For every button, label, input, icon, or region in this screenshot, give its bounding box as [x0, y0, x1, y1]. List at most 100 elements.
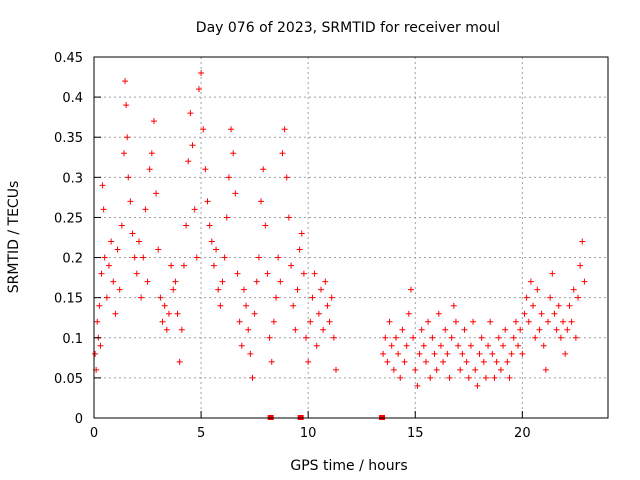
data-point: [579, 238, 586, 245]
data-point: [536, 326, 543, 333]
data-point: [416, 350, 423, 357]
y-tick-label: 0.2: [62, 252, 83, 267]
data-point: [221, 254, 228, 261]
data-point: [268, 358, 275, 365]
x-tick-label: 15: [407, 426, 424, 441]
data-point: [542, 366, 549, 373]
data-point: [564, 326, 571, 333]
x-tick-label: 5: [197, 426, 205, 441]
x-tick-label: 10: [300, 426, 317, 441]
data-point: [425, 318, 432, 325]
data-point: [313, 342, 320, 349]
data-point: [189, 142, 196, 149]
data-point: [553, 326, 560, 333]
x-tick-label: 0: [90, 426, 98, 441]
data-point: [208, 238, 215, 245]
data-point: [127, 198, 134, 205]
data-point: [150, 118, 157, 125]
data-point: [155, 246, 162, 253]
data-point: [200, 126, 207, 133]
data-point: [283, 174, 290, 181]
data-point: [560, 318, 567, 325]
plot-frame: [93, 56, 609, 419]
data-point: [474, 382, 481, 389]
data-point: [296, 246, 303, 253]
data-point: [497, 366, 504, 373]
data-point: [172, 278, 179, 285]
y-tick-label: 0.45: [54, 51, 83, 66]
data-point: [384, 358, 391, 365]
data-point: [328, 294, 335, 301]
data-point: [506, 374, 513, 381]
data-point: [392, 334, 399, 341]
data-point: [309, 294, 316, 301]
data-point: [534, 286, 541, 293]
data-point: [262, 222, 269, 229]
data-point: [318, 286, 325, 293]
data-point: [527, 278, 534, 285]
data-point: [500, 342, 507, 349]
data-point: [388, 342, 395, 349]
data-point: [305, 358, 312, 365]
data-point: [495, 334, 502, 341]
data-point: [217, 302, 224, 309]
data-point: [277, 278, 284, 285]
data-point: [206, 222, 213, 229]
data-point: [446, 374, 453, 381]
data-point: [482, 374, 489, 381]
data-point: [99, 182, 106, 189]
data-point: [138, 294, 145, 301]
data-point: [512, 318, 519, 325]
data-point: [530, 302, 537, 309]
y-tick-label: 0.05: [54, 372, 83, 387]
data-point: [457, 366, 464, 373]
data-point: [255, 254, 262, 261]
data-point: [264, 270, 271, 277]
data-point: [570, 286, 577, 293]
data-point: [236, 318, 243, 325]
data-point: [572, 334, 579, 341]
data-point: [281, 126, 288, 133]
data-point: [247, 350, 254, 357]
data-point: [223, 214, 230, 221]
data-point: [508, 350, 515, 357]
data-point: [210, 262, 217, 269]
data-point: [232, 190, 239, 197]
data-point: [386, 318, 393, 325]
data-point: [165, 310, 172, 317]
data-point: [92, 350, 99, 357]
data-point: [178, 326, 185, 333]
data-point: [463, 358, 470, 365]
data-point: [380, 350, 387, 357]
data-point: [204, 198, 211, 205]
data-point: [410, 334, 417, 341]
data-point: [123, 102, 130, 109]
data-point: [125, 174, 132, 181]
data-point: [251, 310, 258, 317]
data-point: [225, 174, 232, 181]
data-point: [245, 326, 252, 333]
data-point: [403, 342, 410, 349]
data-point: [195, 86, 202, 93]
data-point: [230, 150, 237, 157]
data-point: [198, 70, 205, 77]
data-point: [249, 374, 256, 381]
data-point: [228, 126, 235, 133]
data-point: [96, 302, 103, 309]
data-point: [397, 374, 404, 381]
data-point: [110, 278, 117, 285]
data-point: [180, 262, 187, 269]
data-point: [191, 206, 198, 213]
data-point: [330, 334, 337, 341]
data-point: [461, 326, 468, 333]
x-tick-label: 20: [514, 426, 531, 441]
data-point: [414, 382, 421, 389]
data-point: [163, 326, 170, 333]
y-tick-label: 0.1: [62, 332, 83, 347]
data-point: [407, 286, 414, 293]
data-point: [148, 150, 155, 157]
data-point: [489, 350, 496, 357]
data-point: [521, 310, 528, 317]
data-point: [170, 286, 177, 293]
